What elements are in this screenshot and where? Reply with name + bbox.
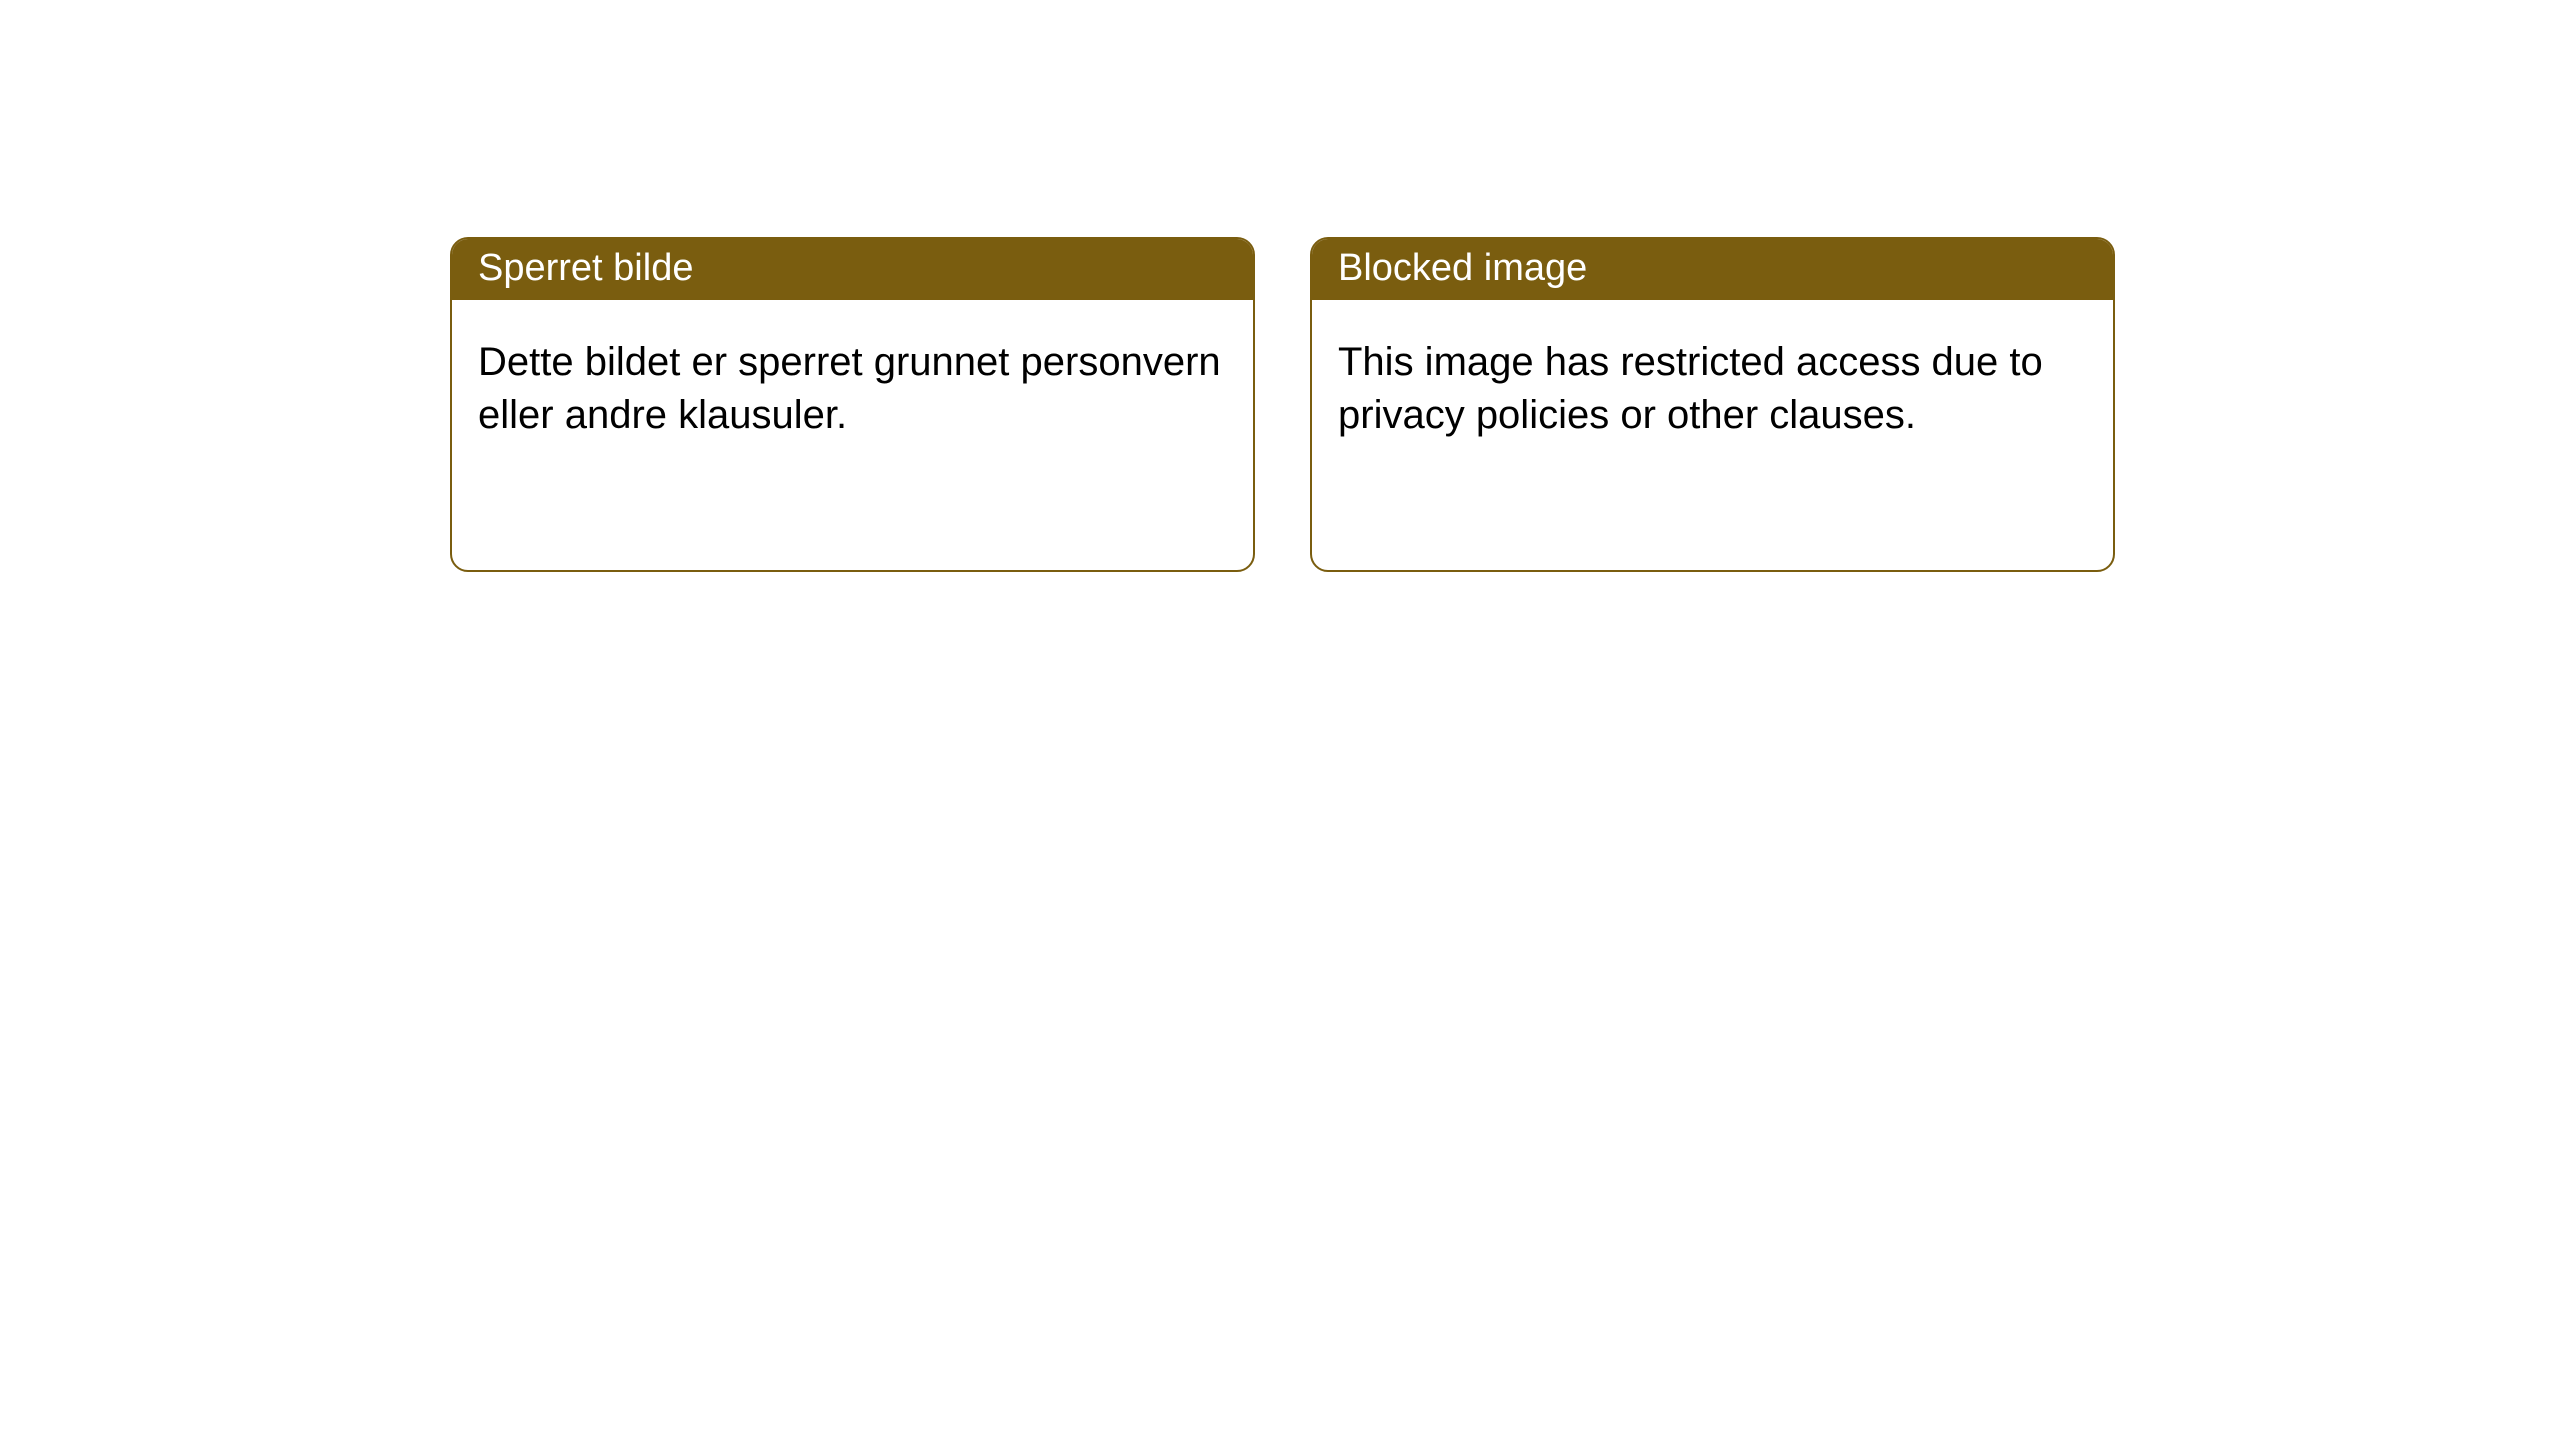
notice-card-norwegian: Sperret bilde Dette bildet er sperret gr… <box>450 237 1255 572</box>
card-body-text: This image has restricted access due to … <box>1338 340 2043 437</box>
card-body-text: Dette bildet er sperret grunnet personve… <box>478 340 1221 437</box>
card-header: Sperret bilde <box>452 239 1253 300</box>
card-body: Dette bildet er sperret grunnet personve… <box>452 300 1253 570</box>
card-header: Blocked image <box>1312 239 2113 300</box>
card-title: Sperret bilde <box>478 247 693 289</box>
card-title: Blocked image <box>1338 247 1587 289</box>
notice-cards-container: Sperret bilde Dette bildet er sperret gr… <box>0 0 2560 572</box>
notice-card-english: Blocked image This image has restricted … <box>1310 237 2115 572</box>
card-body: This image has restricted access due to … <box>1312 300 2113 570</box>
